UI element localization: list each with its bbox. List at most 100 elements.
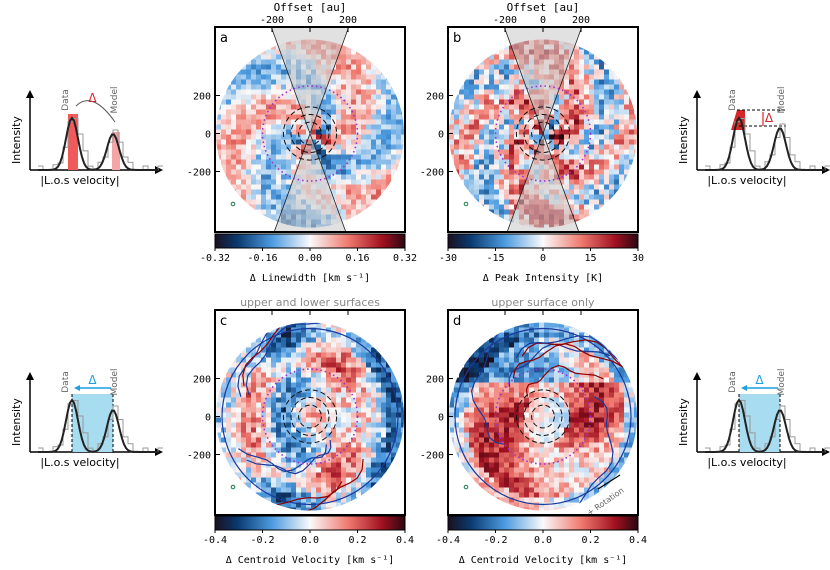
dashed-ring: [523, 397, 563, 436]
y-tick-label: 0: [205, 130, 211, 141]
dashed-ring: [531, 121, 555, 146]
x-tick-label: -200: [493, 15, 517, 26]
x-tick-label: 0: [307, 15, 313, 26]
colorbar-tick-label: 0.0: [301, 535, 319, 546]
model-curve: [38, 398, 158, 453]
contour-line: [525, 364, 604, 397]
panel-c: c 200 0 -200: [187, 309, 406, 516]
colorbar-tick-label: -15: [486, 253, 504, 264]
colorbar-d-label: Δ Centroid Velocity [km s⁻¹]: [459, 555, 628, 566]
colorbar-gradient: [447, 515, 639, 531]
schematic-xlabel: |L.o.s velocity|: [40, 456, 119, 469]
dotted-ring: [261, 368, 359, 465]
colorbar-tick-label: 0: [540, 253, 546, 264]
y-tick-label: 200: [426, 92, 444, 103]
colorbar-tick-label: 0.2: [581, 535, 599, 546]
contour-line: [568, 396, 614, 511]
schematic-xlabel: |L.o.s velocity|: [707, 174, 786, 187]
beam-marker: [463, 201, 469, 207]
colorbar-tick-label: -30: [439, 253, 457, 264]
beam-marker: [230, 484, 236, 490]
colorbar-gradient: [214, 515, 406, 531]
panel-d-title: upper surface only: [491, 296, 595, 309]
panel-c-title: upper and lower surfaces: [240, 296, 380, 309]
top-axis-label-b: Offset [au]: [507, 1, 580, 14]
x-axis-arrow: [155, 166, 163, 174]
x-axis-arrow: [155, 448, 163, 456]
model-label: Model: [110, 86, 120, 113]
y-tick-label: -200: [420, 168, 444, 179]
schematic-xlabel: |L.o.s velocity|: [40, 174, 119, 187]
dashed-ring: [282, 389, 338, 444]
contour-line: [245, 322, 359, 396]
delta-label: Δ: [765, 111, 774, 125]
beam-marker: [463, 484, 469, 490]
masked-cone: [503, 27, 583, 232]
colorbar-b-label: Δ Peak Intensity [K]: [483, 273, 603, 284]
contour-line: [470, 334, 505, 445]
x-tick-label: 200: [572, 15, 590, 26]
colorbar-tick-label: 15: [584, 253, 596, 264]
delta-label: Δ: [88, 91, 97, 105]
dashed-ring: [290, 397, 330, 436]
x-tick-label: 200: [339, 15, 357, 26]
top-axis-label-a: Offset [au]: [274, 1, 347, 14]
x-axis-arrow: [822, 448, 830, 456]
data-label: Data: [728, 89, 738, 111]
panel-b: b 200 0 -200 -200 0 200: [420, 15, 639, 233]
schematic-linewidth: |L.o.s velocity| Intensity Data Model Δ: [10, 86, 163, 187]
colorbar-tick-label: 30: [632, 253, 644, 264]
dotted-ring: [261, 85, 359, 182]
y-tick-label: 0: [438, 130, 444, 141]
delta-label: Δ: [88, 373, 97, 387]
contour-line: [512, 343, 624, 379]
schematic-ylabel: Intensity: [10, 116, 23, 164]
contour-line: [508, 343, 611, 387]
colorbar-tick-label: 0.2: [348, 535, 366, 546]
dotted-ring: [494, 85, 592, 182]
beam-marker: [230, 201, 236, 207]
y-tick-label: -200: [187, 451, 211, 462]
colorbar-tick-label: 0.4: [396, 535, 414, 546]
colorbar-tick-label: -0.4: [436, 535, 460, 546]
x-tick-label: -200: [260, 15, 284, 26]
dashed-ring: [531, 404, 555, 429]
contour-line: [238, 444, 327, 473]
panel-label: d: [453, 314, 461, 329]
dashed-ring: [290, 114, 330, 153]
rings: [463, 85, 592, 207]
colorbar-tick-label: -0.2: [483, 535, 507, 546]
y-tick-label: 200: [193, 92, 211, 103]
schematic-ylabel: Intensity: [677, 398, 690, 446]
model-label: Model: [777, 368, 787, 395]
model-label: Model: [110, 368, 120, 395]
colorbar-gradient: [214, 233, 406, 249]
colorbar-tick-label: -0.4: [203, 535, 227, 546]
colorbar-tick-label: -0.2: [250, 535, 274, 546]
delta-label: Δ: [755, 373, 764, 387]
x-tick-label: 0: [540, 15, 546, 26]
colorbar-b: -30 -15 0 15 30: [439, 233, 644, 264]
rotation-arrow: [597, 474, 621, 490]
y-axis-arrow: [693, 372, 701, 380]
dotted-ring: [494, 368, 592, 465]
x-axis-arrow: [822, 166, 830, 174]
schematic-ylabel: Intensity: [10, 398, 23, 446]
colorbar-tick-label: 0.32: [393, 253, 417, 264]
data-label: Data: [61, 89, 71, 111]
colorbar-c: -0.4 -0.2 0.0 0.2 0.4: [203, 515, 414, 546]
colorbar-gradient: [447, 233, 639, 249]
y-tick-label: 200: [426, 375, 444, 386]
colorbar-c-label: Δ Centroid Velocity [km s⁻¹]: [226, 555, 395, 566]
colorbar-d: -0.4 -0.2 0.0 0.2 0.4: [436, 515, 647, 546]
rings: [463, 368, 592, 490]
y-axis-arrow: [693, 90, 701, 98]
model-curve: [705, 398, 825, 453]
y-tick-label: 200: [193, 375, 211, 386]
contour-outer: [454, 327, 632, 506]
dashed-ring: [298, 404, 322, 429]
colorbar-tick-label: -0.16: [247, 253, 277, 264]
y-tick-label: -200: [420, 451, 444, 462]
